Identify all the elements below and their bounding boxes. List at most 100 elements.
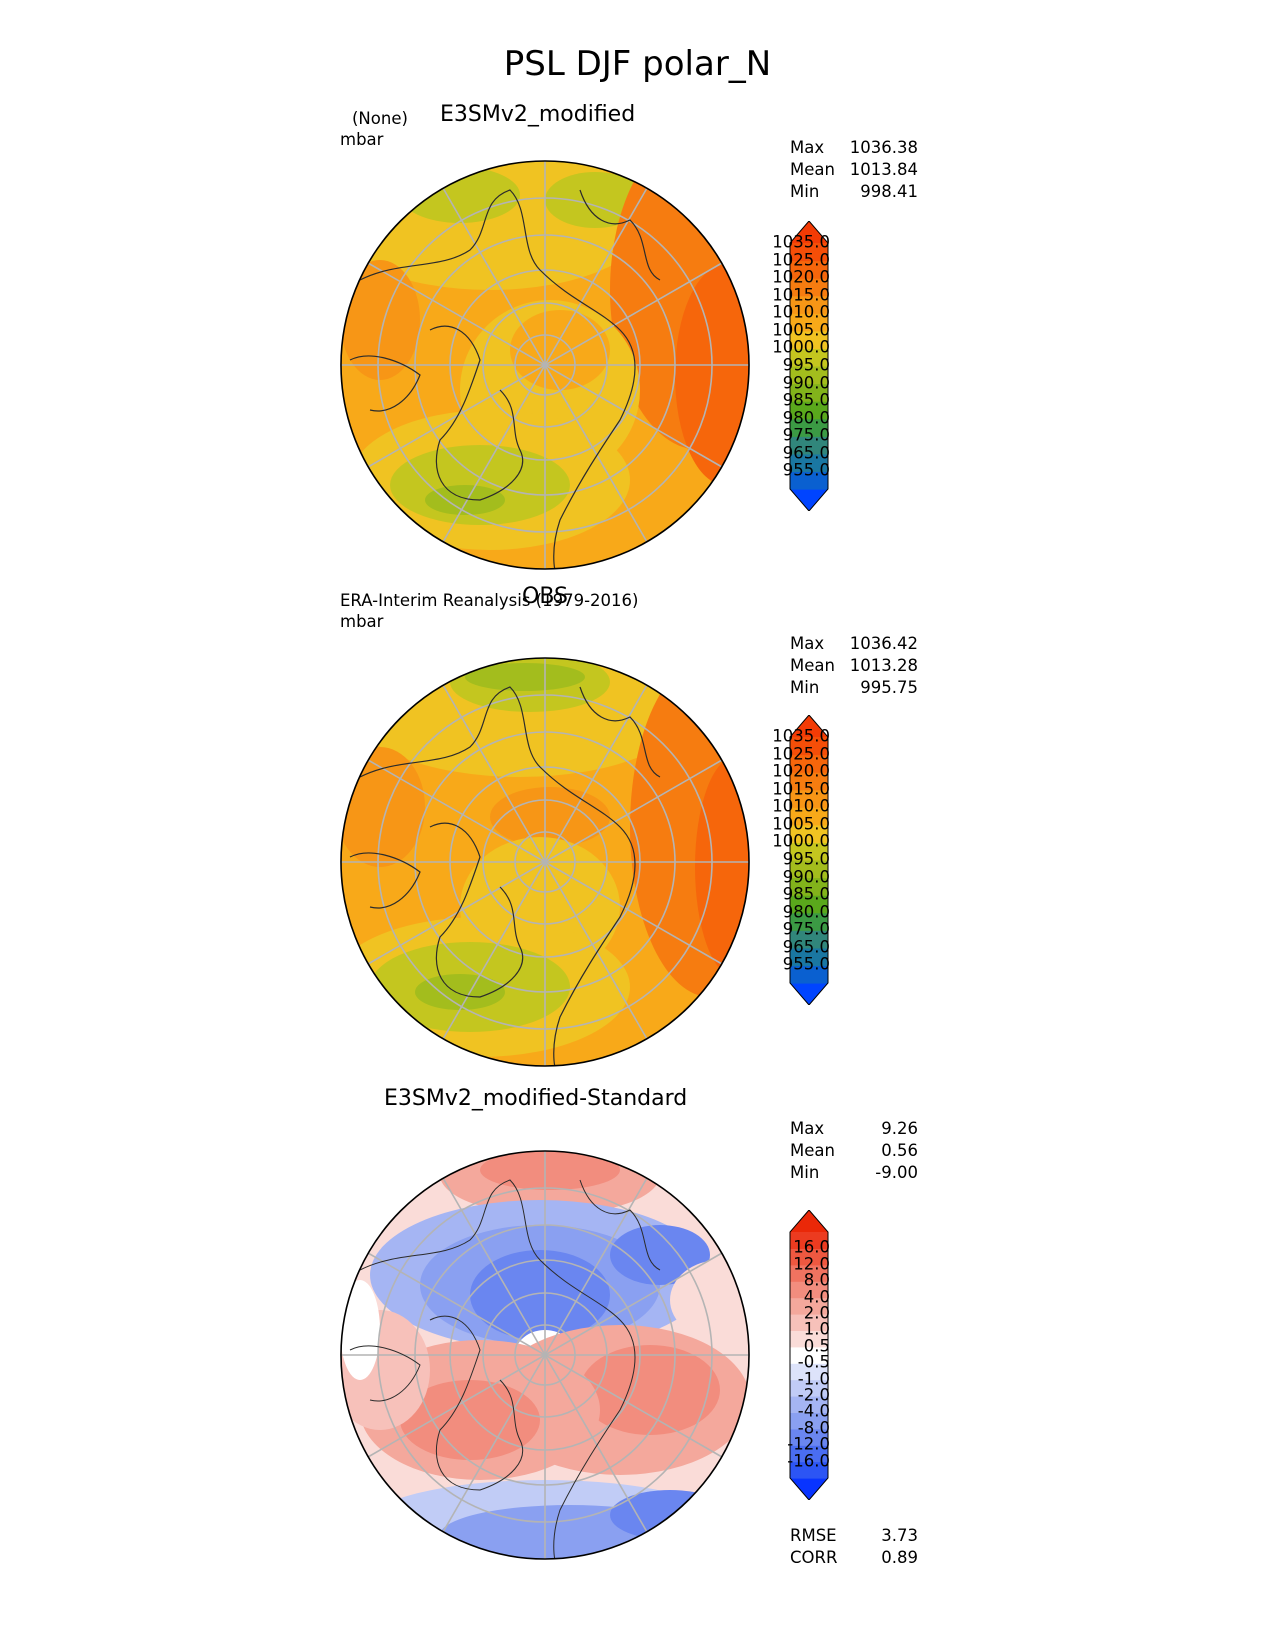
colorbar-tick-label: 1025.0 xyxy=(772,744,830,764)
colorbar-segment xyxy=(790,1346,828,1364)
colorbar-tick-label: 955.0 xyxy=(782,460,830,480)
colorbar-segment xyxy=(790,383,828,402)
colorbar-tick-label: 1035.0 xyxy=(772,232,830,252)
polar-map xyxy=(340,657,750,1067)
colorbar-tick-label: 965.0 xyxy=(782,937,830,957)
colorbar-segment xyxy=(790,1297,828,1315)
panel-source: ERA-Interim Reanalysis (1979-2016) mbar xyxy=(340,591,639,631)
colorbar-extend-low xyxy=(790,983,828,1005)
colorbar-segment xyxy=(790,860,828,879)
colorbar-tick-label: 1010.0 xyxy=(772,796,830,816)
colorbar-extend-low xyxy=(790,1478,828,1500)
colorbar-extend-high xyxy=(790,715,828,737)
colorbar-extend-low xyxy=(790,489,828,511)
colorbar-segment xyxy=(790,912,828,931)
colorbar-segment xyxy=(790,260,828,279)
colorbar-tick-label: -16.0 xyxy=(787,1451,830,1471)
panel-obs: OBS ERA-Interim Reanalysis (1979-2016) m… xyxy=(0,584,1275,1067)
colorbar-segment xyxy=(790,1281,828,1299)
panel-source: (None) mbar xyxy=(340,109,408,149)
colorbar-segment xyxy=(790,789,828,808)
colorbar-tick-label: -1.0 xyxy=(797,1369,830,1389)
colorbar-tick-label: 965.0 xyxy=(782,443,830,463)
colorbar-outline xyxy=(789,1210,829,1500)
colorbar-tick-label: 995.0 xyxy=(782,849,830,869)
panel-title: E3SMv2_modified-Standard xyxy=(384,1086,688,1111)
colorbar-tick-label: 8.0 xyxy=(803,1270,830,1290)
colorbar-segment xyxy=(790,877,828,896)
colorbar-segment xyxy=(790,401,828,420)
colorbar-tick-label: 995.0 xyxy=(782,355,830,375)
colorbar-tick-label: 1020.0 xyxy=(772,761,830,781)
colorbar-tick-label: 4.0 xyxy=(803,1287,830,1307)
colorbar-tick-label: 1035.0 xyxy=(772,726,830,746)
colorbar-segment xyxy=(790,807,828,826)
colorbar-tick-label: 1005.0 xyxy=(772,320,830,340)
colorbar-tick-label: 975.0 xyxy=(782,425,830,445)
colorbar-segment xyxy=(790,1445,828,1463)
colorbar-segment xyxy=(790,1379,828,1397)
colorbar-segment xyxy=(790,1232,828,1249)
colorbar-tick-label: 1015.0 xyxy=(772,285,830,305)
colorbar-tick-label: 990.0 xyxy=(782,867,830,887)
colorbar-segment xyxy=(790,824,828,844)
colorbar-segment xyxy=(790,842,828,861)
colorbar-tick-label: -4.0 xyxy=(797,1401,830,1421)
error-metrics: RMSE 3.73 CORR 0.89 xyxy=(790,1526,918,1567)
colorbar-segment xyxy=(790,1412,828,1430)
colorbar-segment xyxy=(790,278,828,297)
colorbar-segment xyxy=(790,348,828,367)
colorbar-tick-label: 1005.0 xyxy=(772,814,830,834)
colorbar xyxy=(789,715,829,1005)
colorbar-extend-high xyxy=(790,1210,828,1232)
colorbar-outline xyxy=(789,221,829,511)
colorbar-segment xyxy=(790,418,828,437)
colorbar-segment xyxy=(790,471,828,490)
panel-model: E3SMv2_modified (None) mbar Max 1036.38 M… xyxy=(0,90,1275,570)
colorbar-segment xyxy=(790,930,828,949)
colorbar xyxy=(789,1210,829,1500)
colorbar-segment xyxy=(790,1396,828,1413)
colorbar-segment xyxy=(790,453,828,473)
colorbar-segment xyxy=(790,436,828,455)
colorbar-segment xyxy=(790,965,828,984)
colorbar-tick-label: 1.0 xyxy=(803,1319,830,1339)
colorbar-segment xyxy=(790,1248,828,1266)
colorbar-segment xyxy=(790,754,828,773)
colorbar-tick-label: 1010.0 xyxy=(772,302,830,322)
colorbar-segment xyxy=(790,1428,828,1446)
figure-title: PSL DJF polar_N xyxy=(503,44,772,84)
colorbar-tick-label: 985.0 xyxy=(782,390,830,410)
colorbar-tick-label: 1000.0 xyxy=(772,831,830,851)
colorbar-tick-label: -0.5 xyxy=(797,1352,830,1372)
colorbar-tick-label: 12.0 xyxy=(793,1254,830,1274)
colorbar-segment xyxy=(790,947,828,967)
colorbar-segment xyxy=(790,1461,828,1479)
colorbar-tick-label: 990.0 xyxy=(782,373,830,393)
colorbar-tick-label: 955.0 xyxy=(782,954,830,974)
panel-difference: E3SMv2_modified-Standard Max 9.26 Mean 0.5… xyxy=(0,1075,1275,1560)
panel-stats: Max 9.26 Mean 0.56 Min -9.00 xyxy=(790,1119,918,1182)
polar-map xyxy=(340,160,750,570)
colorbar-tick-label: 16.0 xyxy=(793,1237,830,1257)
colorbar-tick-label: 2.0 xyxy=(803,1303,830,1323)
colorbar-segment xyxy=(790,330,828,350)
colorbar-tick-label: 985.0 xyxy=(782,884,830,904)
colorbar-tick-label: -2.0 xyxy=(797,1385,830,1405)
colorbar-segment xyxy=(790,295,828,314)
colorbar-tick-label: 1025.0 xyxy=(772,250,830,270)
colorbar-tick-label: 975.0 xyxy=(782,919,830,939)
polar-map xyxy=(340,1150,750,1560)
colorbar-segment xyxy=(790,1264,828,1282)
colorbar xyxy=(789,221,829,511)
colorbar-segment xyxy=(790,366,828,385)
panel-title: OBS xyxy=(522,584,568,609)
colorbar-segment xyxy=(790,313,828,332)
colorbar-segment xyxy=(790,243,828,262)
colorbar-extend-high xyxy=(790,221,828,243)
colorbar-tick-label: 0.5 xyxy=(803,1336,830,1356)
colorbar-segment xyxy=(790,895,828,914)
colorbar-tick-label: 980.0 xyxy=(782,902,830,922)
colorbar-tick-label: -8.0 xyxy=(797,1418,830,1438)
colorbar-tick-label: 980.0 xyxy=(782,408,830,428)
